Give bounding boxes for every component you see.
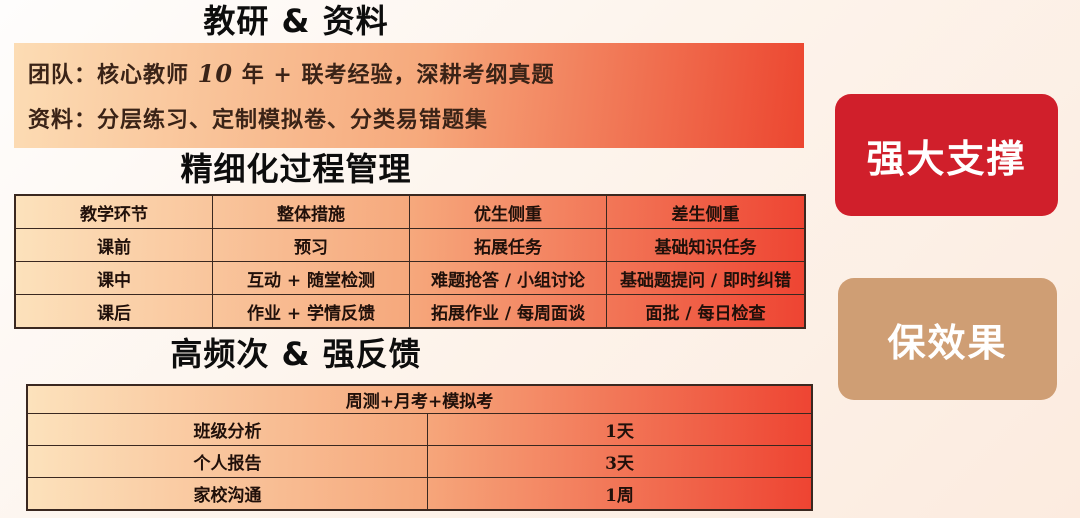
table-cell: 1天 xyxy=(605,422,634,442)
table-cell: 基础知识任务 xyxy=(654,237,757,258)
table-cell: 难题抢答 / 小组讨论 xyxy=(410,262,607,294)
table-cell: 课前 xyxy=(16,229,213,261)
badge-strong-support[interactable]: 强大支撑 xyxy=(835,94,1058,216)
team-years-number: 10 xyxy=(197,58,234,88)
table-header-cell: 差生侧重 xyxy=(671,204,740,225)
table-row: 班级分析 1天 xyxy=(28,414,811,446)
team-text-pre: 团队：核心教师 xyxy=(28,61,198,88)
table-cell: 家校沟通 xyxy=(28,478,428,509)
table-cell: 基础题提问 / 即时纠错 xyxy=(619,270,792,291)
badge-guarantee-results[interactable]: 保效果 xyxy=(838,278,1057,400)
table-row: 课中 互动 + 随堂检测 难题抢答 / 小组讨论 基础题提问 / 即时纠错 xyxy=(16,262,804,295)
section-title-feedback: 高频次 & 强反馈 xyxy=(170,335,422,373)
table-header-cell: 优生侧重 xyxy=(410,196,607,228)
table-cell: 面批 / 每日检查 xyxy=(645,303,766,324)
team-text-post: 年 + 联考经验，深耕考纲真题 xyxy=(233,61,555,88)
table-cell: 课中 xyxy=(16,262,213,294)
process-table-header-row: 教学环节 整体措施 优生侧重 差生侧重 xyxy=(16,196,804,229)
info-line-materials: 资料：分层练习、定制模拟卷、分类易错题集 xyxy=(28,107,489,134)
section-title-process: 精细化过程管理 xyxy=(180,150,412,188)
feedback-table-header: 周测+月考+模拟考 xyxy=(28,386,811,414)
table-cell: 拓展作业 / 每周面谈 xyxy=(410,295,607,327)
table-cell: 互动 + 随堂检测 xyxy=(213,262,410,294)
table-row: 个人报告 3天 xyxy=(28,446,811,478)
table-cell: 作业 + 学情反馈 xyxy=(213,295,410,327)
table-cell: 3天 xyxy=(605,454,634,474)
table-cell: 1周 xyxy=(605,486,634,506)
table-cell: 班级分析 xyxy=(28,414,428,445)
table-header-cell: 整体措施 xyxy=(213,196,410,228)
table-cell: 预习 xyxy=(213,229,410,261)
section-title-research: 教研 & 资料 xyxy=(203,2,389,40)
info-line-team: 团队：核心教师 10 年 + 联考经验，深耕考纲真题 xyxy=(28,57,804,89)
process-table: 教学环节 整体措施 优生侧重 差生侧重 课前 预习 拓展任务 基础知识任务 课中… xyxy=(14,194,806,329)
table-row: 家校沟通 1周 xyxy=(28,478,811,509)
table-cell: 个人报告 xyxy=(28,446,428,477)
table-row: 课前 预习 拓展任务 基础知识任务 xyxy=(16,229,804,262)
table-cell: 拓展任务 xyxy=(410,229,607,261)
table-header-cell: 教学环节 xyxy=(16,196,213,228)
feedback-table: 周测+月考+模拟考 班级分析 1天 个人报告 3天 家校沟通 1周 xyxy=(26,384,813,511)
table-row: 课后 作业 + 学情反馈 拓展作业 / 每周面谈 面批 / 每日检查 xyxy=(16,295,804,327)
table-cell: 课后 xyxy=(16,295,213,327)
info-box: 团队：核心教师 10 年 + 联考经验，深耕考纲真题 资料：分层练习、定制模拟卷… xyxy=(14,43,804,148)
